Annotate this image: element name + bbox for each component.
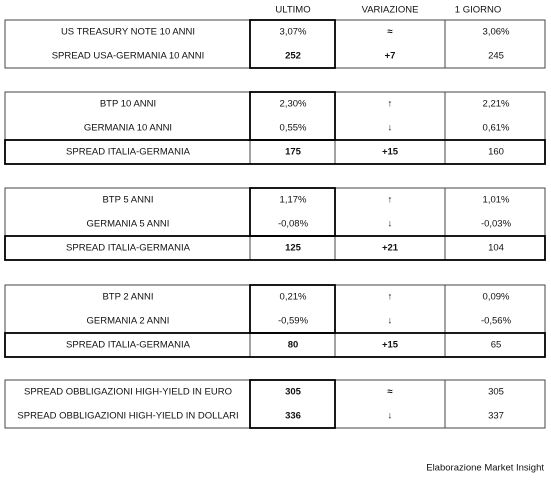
- giorno: 245: [488, 51, 504, 62]
- variazione: +21: [382, 243, 399, 254]
- variazione: +15: [382, 147, 399, 158]
- giorno: 1,01%: [483, 195, 510, 206]
- variazione: ↓: [388, 411, 393, 422]
- row-label: SPREAD ITALIA-GERMANIA: [66, 147, 191, 158]
- giorno: 3,06%: [483, 27, 510, 38]
- ultimo: 305: [285, 387, 302, 398]
- row-label: SPREAD OBBLIGAZIONI HIGH-YIELD IN DOLLAR…: [17, 411, 238, 422]
- ultimo: 2,30%: [280, 99, 307, 110]
- ultimo: 125: [285, 243, 302, 254]
- row-label: SPREAD USA-GERMANIA 10 ANNI: [52, 51, 205, 62]
- footer: Elaborazione Market Insight: [426, 463, 544, 474]
- row-label: SPREAD OBBLIGAZIONI HIGH-YIELD IN EURO: [24, 387, 232, 398]
- variazione: ↓: [388, 219, 393, 230]
- variazione: ≈: [387, 387, 393, 398]
- ultimo: 3,07%: [280, 27, 307, 38]
- column-header: ULTIMO: [275, 5, 310, 16]
- giorno: -0,03%: [481, 219, 512, 230]
- ultimo: 0,21%: [280, 292, 307, 303]
- spread-box: [4, 139, 546, 165]
- ultimo: 336: [285, 411, 301, 422]
- ultimo: -0,59%: [278, 316, 309, 327]
- giorno: 0,61%: [483, 123, 510, 134]
- ultimo: -0,08%: [278, 219, 309, 230]
- row-label: SPREAD ITALIA-GERMANIA: [66, 340, 191, 351]
- ultimo: 252: [285, 51, 301, 62]
- row-label: GERMANIA 5 ANNI: [87, 219, 170, 230]
- spread-box: [4, 235, 546, 261]
- giorno: 0,09%: [483, 292, 510, 303]
- row-label: BTP 10 ANNI: [100, 99, 156, 110]
- variazione: ↓: [388, 123, 393, 134]
- variazione: ↑: [388, 99, 393, 110]
- giorno: 160: [488, 147, 504, 158]
- ultimo: 1,17%: [280, 195, 307, 206]
- ultimo-box: [249, 19, 336, 69]
- row-label: GERMANIA 10 ANNI: [84, 123, 172, 134]
- giorno: 104: [488, 243, 504, 254]
- column-header: 1 GIORNO: [455, 5, 501, 16]
- column-header: VARIAZIONE: [362, 5, 419, 16]
- ultimo: 175: [285, 147, 302, 158]
- giorno: 65: [491, 340, 502, 351]
- row-label: SPREAD ITALIA-GERMANIA: [66, 243, 191, 254]
- row-label: GERMANIA 2 ANNI: [87, 316, 170, 327]
- giorno: 2,21%: [483, 99, 510, 110]
- spread-box: [4, 332, 546, 358]
- variazione: ↓: [388, 316, 393, 327]
- row-label: US TREASURY NOTE 10 ANNI: [61, 27, 195, 38]
- giorno: -0,56%: [481, 316, 512, 327]
- ultimo: 0,55%: [280, 123, 307, 134]
- ultimo: 80: [288, 340, 299, 351]
- giorno: 305: [488, 387, 504, 398]
- row-label: BTP 5 ANNI: [102, 195, 153, 206]
- giorno: 337: [488, 411, 504, 422]
- variazione: +7: [385, 51, 396, 62]
- variazione: ↑: [388, 195, 393, 206]
- variazione: ≈: [387, 27, 393, 38]
- variazione: +15: [382, 340, 399, 351]
- variazione: ↑: [388, 292, 393, 303]
- ultimo-box: [249, 379, 336, 429]
- row-label: BTP 2 ANNI: [102, 292, 153, 303]
